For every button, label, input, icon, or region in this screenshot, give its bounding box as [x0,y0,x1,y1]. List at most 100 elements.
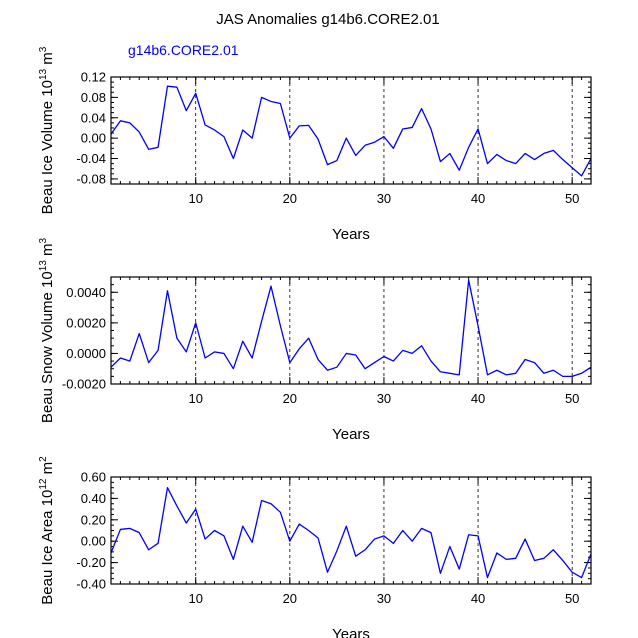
data-point [326,163,328,165]
data-point [129,360,131,362]
data-point [420,345,422,347]
data-point [279,511,281,513]
data-point [138,332,140,334]
x-tick-label: 30 [377,191,391,206]
data-point [496,369,498,371]
data-point [270,285,272,287]
data-point [307,529,309,531]
data-point [486,374,488,376]
data-point [147,148,149,150]
data-point [392,542,394,544]
data-point [289,137,291,139]
y-tick-label: 0.12 [81,70,106,85]
y-tick-label: 0.40 [81,491,106,506]
y-tick-label: 0.08 [81,90,106,105]
data-point [486,162,488,164]
data-point [515,372,517,374]
data-line [110,85,592,177]
data-point [496,153,498,155]
data-point [298,348,300,350]
data-point [138,131,140,133]
y-tick-label: -0.40 [76,577,106,592]
legend-label: g14b6.CORE2.01 [128,42,239,58]
x-tick-label: 50 [565,591,579,606]
data-line [110,279,592,378]
y-axis-title: Beau Ice Volume 1013 m3 [38,46,56,214]
data-point [317,358,319,360]
data-point [411,352,413,354]
plot-frame [110,76,592,185]
y-tick-label: 0.04 [81,110,106,125]
data-point [439,160,441,162]
data-point [166,290,168,292]
data-point [223,535,225,537]
y-tick-label: -0.04 [76,151,106,166]
data-point [270,503,272,505]
data-point [260,96,262,98]
data-point [458,568,460,570]
data-point [552,369,554,371]
y-tick-label: 0.00 [81,131,106,146]
data-point [355,555,357,557]
data-point [242,340,244,342]
x-tick-label: 40 [471,191,485,206]
data-point [383,355,385,357]
data-point [411,540,413,542]
chart-panel-1: 10 20 30 40 50 0.12 0.08 0.04 0.00 -0.04 -0.08 Year… [38,46,592,243]
data-point [543,557,545,559]
data-point [326,571,328,573]
data-point [213,529,215,531]
data-point [467,279,469,281]
data-point [147,549,149,551]
data-point [524,152,526,154]
data-point [515,162,517,164]
data-point [326,369,328,371]
x-tick-label: 50 [565,391,579,406]
data-point [129,122,131,124]
y-axis-title: Beau Snow Volume 1013 m3 [38,237,56,423]
data-point [232,157,234,159]
data-point [279,325,281,327]
data-point [317,138,319,140]
data-point [439,572,441,574]
data-point [524,358,526,360]
x-tick-label: 30 [377,591,391,606]
y-tick-label: 0.00 [81,534,106,549]
data-point [166,85,168,87]
data-point [289,361,291,363]
data-point [383,135,385,137]
data-point [571,571,573,573]
data-point [279,102,281,104]
data-point [402,349,404,351]
data-point [562,158,564,160]
data-point [185,522,187,524]
data-point [458,374,460,376]
x-axis-title: Years [332,626,370,638]
data-point [533,559,535,561]
data-point [204,538,206,540]
data-point [533,361,535,363]
data-point [430,531,432,533]
data-point [477,128,479,130]
data-point [129,527,131,529]
y-tick-label: 0.0020 [66,315,106,330]
data-point [364,368,366,370]
data-point [364,549,366,551]
data-point [317,537,319,539]
data-point [176,337,178,339]
data-point [336,159,338,161]
x-tick-label: 50 [565,191,579,206]
data-point [562,375,564,377]
data-point [449,152,451,154]
data-point [336,366,338,368]
data-point [552,149,554,151]
data-point [298,523,300,525]
data-point [467,534,469,536]
data-point [185,351,187,353]
data-point [383,535,385,537]
data-point [477,535,479,537]
data-point [138,531,140,533]
x-tick-label: 10 [188,591,202,606]
y-tick-label: -0.0020 [62,377,106,392]
